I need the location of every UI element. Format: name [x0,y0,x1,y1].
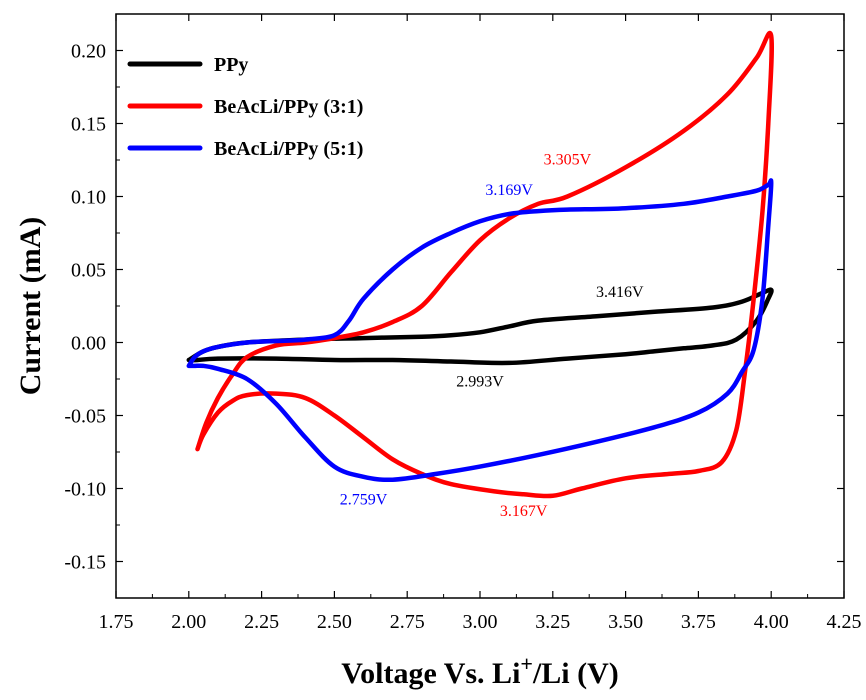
x-tick-label: 2.50 [317,611,352,633]
x-axis-title-main: Voltage Vs. Li [341,657,520,690]
legend-label: BeAcLi/PPy (5:1) [214,138,363,160]
series-line-0 [186,287,774,366]
series-lines [186,31,775,499]
x-tick-label: 4.25 [827,611,862,633]
x-tick-label: 4.00 [754,611,789,633]
peak-annotation: 3.169V [485,182,533,199]
x-tick-label: 2.25 [244,611,279,633]
x-axis-title-tail: /Li (V) [532,657,619,690]
x-tick-label: 3.50 [608,611,643,633]
y-tick-label: 0.00 [71,333,106,355]
y-tick-label: 0.10 [71,187,106,209]
x-tick-label: 1.75 [99,611,134,633]
legend-label: BeAcLi/PPy (3:1) [214,96,363,118]
y-tick-label: 0.05 [71,260,106,282]
x-tick-label: 2.00 [171,611,206,633]
x-tick-label: 2.75 [390,611,425,633]
peak-annotation: 3.416V [596,284,644,301]
legend-label: PPy [214,54,248,76]
annotations: 3.305V 3.169V 3.416V 2.993V 2.759V 3.167V [340,151,644,520]
series-line-1 [195,31,775,499]
y-tick-label: -0.05 [64,406,106,428]
peak-annotation: 3.305V [544,151,592,168]
y-tick-label: 0.15 [71,114,106,136]
y-tick-label: -0.10 [64,479,106,501]
legend: PPy BeAcLi/PPy (3:1) BeAcLi/PPy (5:1) [127,54,363,160]
peak-annotation: 2.759V [340,492,388,509]
y-tick-label: -0.15 [64,552,106,574]
tick-labels: 1.75 2.00 2.25 2.50 2.75 3.00 3.25 3.50 3.75 4.00… [64,41,861,634]
ticks [115,14,845,599]
x-axis-title: Voltage Vs. Li+/Li (V) [341,651,619,691]
y-axis-title: Current (mA) [14,217,47,396]
series-line-2 [186,178,774,483]
peak-annotation: 2.993V [456,373,504,390]
x-tick-label: 3.00 [463,611,498,633]
x-tick-label: 3.25 [535,611,570,633]
x-tick-label: 3.75 [681,611,716,633]
x-axis-title-sup: + [520,651,533,676]
y-tick-label: 0.20 [71,41,106,63]
peak-annotation: 3.167V [500,503,548,520]
